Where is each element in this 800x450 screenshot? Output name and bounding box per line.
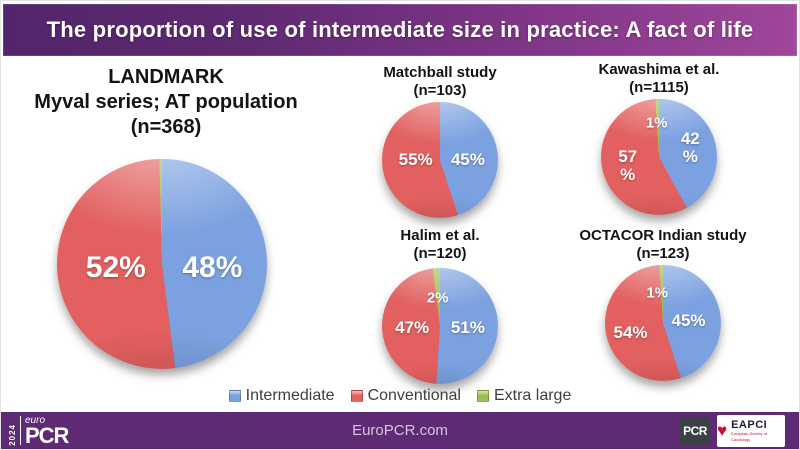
legend-label: Conventional bbox=[367, 387, 461, 404]
logo-pcr: PCR bbox=[25, 422, 69, 448]
pie-chart-octacor: 1% 45% 54% bbox=[605, 265, 721, 381]
chart-title-line: (n=368) bbox=[130, 116, 202, 138]
logo-year: 2024 bbox=[8, 423, 17, 446]
chart-title-line: (n=120) bbox=[413, 245, 467, 262]
chart-title-line: Kawashima et al. bbox=[598, 61, 720, 78]
pie-label-intermediate: 48% bbox=[182, 251, 243, 285]
pie-label-conventional: 52% bbox=[85, 251, 146, 285]
pie-label-intermediate: 45% bbox=[671, 310, 706, 330]
pie-label-extra-large: 2% bbox=[426, 289, 449, 307]
pie-chart-landmark: 52% 48% bbox=[57, 159, 267, 369]
chart-title-line: Halim et al. bbox=[400, 227, 480, 244]
pie-label-extra-large: 1% bbox=[645, 114, 668, 132]
legend-swatch-conventional-icon bbox=[350, 390, 363, 402]
logo-euro: euro bbox=[25, 414, 46, 426]
chart-title-line: (n=1115) bbox=[629, 79, 689, 96]
chart-title-line: Myval series; AT population bbox=[34, 91, 298, 113]
footer-badges: PCR ♥ EAPCI European Society of Cardiolo… bbox=[680, 414, 785, 447]
pcr-badge: PCR bbox=[680, 416, 710, 445]
slide-title: The proportion of use of intermediate si… bbox=[46, 17, 754, 42]
header-banner: The proportion of use of intermediate si… bbox=[3, 4, 797, 56]
chart-title-line: (n=123) bbox=[636, 245, 690, 262]
pie-label-conventional: 57 % bbox=[618, 147, 638, 185]
pie-label-intermediate: 51% bbox=[450, 318, 485, 338]
logo-wordmark: euro PCR bbox=[20, 414, 69, 448]
chart-title-octacor: OCTACOR Indian study (n=123) bbox=[553, 227, 773, 263]
eapci-heart-icon: ♥ bbox=[717, 421, 728, 440]
legend-swatch-intermediate-icon bbox=[228, 390, 241, 402]
pie-label-intermediate: 45% bbox=[450, 150, 485, 169]
legend-swatch-extra-large-icon bbox=[476, 390, 489, 402]
pie-label-conventional: 54% bbox=[613, 323, 648, 343]
legend-item-intermediate: Intermediate bbox=[228, 387, 335, 405]
legend-item-conventional: Conventional bbox=[350, 387, 461, 405]
eapci-name: EAPCI bbox=[731, 418, 768, 431]
legend-item-extra-large: Extra large bbox=[476, 387, 572, 405]
pie-label-intermediate: 42 % bbox=[680, 128, 700, 166]
chart-title-landmark: LANDMARK Myval series; AT population (n=… bbox=[11, 65, 321, 140]
chart-title-halim: Halim et al. (n=120) bbox=[350, 227, 530, 263]
legend-label: Intermediate bbox=[245, 387, 335, 404]
legend: Intermediate Conventional Extra large bbox=[1, 387, 799, 405]
pie-chart-matchball: 55% 45% bbox=[382, 102, 498, 218]
pie-chart-kawashima: 1% 42 % 57 % bbox=[601, 99, 717, 215]
eapci-text: EAPCI European Society of Cardiology bbox=[731, 419, 785, 442]
europcr-2024-logo: 2024 euro PCR bbox=[8, 414, 69, 448]
eapci-logo: ♥ EAPCI European Society of Cardiology bbox=[717, 414, 785, 447]
footer-bar: EuroPCR.com 2024 euro PCR PCR ♥ EAPCI Eu… bbox=[1, 412, 799, 449]
legend-label: Extra large bbox=[493, 387, 572, 404]
europcr-url: EuroPCR.com bbox=[352, 422, 448, 439]
chart-title-line: (n=103) bbox=[413, 82, 467, 99]
chart-title-line: OCTACOR Indian study bbox=[579, 227, 747, 244]
pie-chart-halim: 2% 51% 47% bbox=[382, 268, 498, 384]
chart-title-kawashima: Kawashima et al. (n=1115) bbox=[569, 61, 749, 97]
pie-label-conventional: 47% bbox=[395, 318, 430, 338]
chart-title-line: LANDMARK bbox=[108, 66, 224, 88]
eapci-subtext: European Society of Cardiology bbox=[731, 430, 768, 442]
pie-label-extra-large: 1% bbox=[646, 284, 669, 302]
pie-label-conventional: 55% bbox=[398, 150, 433, 169]
chart-title-matchball: Matchball study (n=103) bbox=[350, 64, 530, 100]
chart-title-line: Matchball study bbox=[383, 64, 497, 81]
